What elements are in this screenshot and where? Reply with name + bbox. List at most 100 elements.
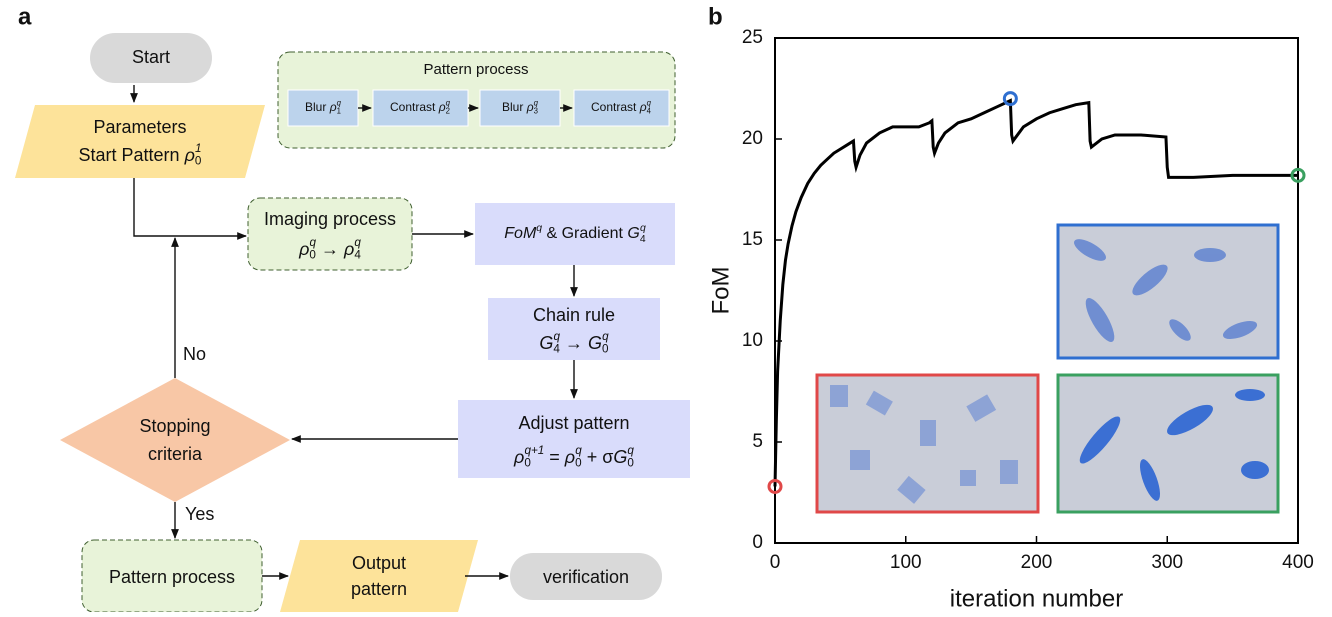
step-text: Blur ρ1q [305,99,342,116]
math-base: ρ [526,100,534,114]
y-tick-label: 20 [742,128,763,149]
math-sub: 0 [602,342,609,355]
math-base: G [588,333,602,353]
math-sup: q [640,223,646,234]
step-text: Contrast ρ2q [390,99,451,116]
y-axis-label: FoM [707,267,734,315]
highlight-point [767,478,783,494]
math-sub: 0 [575,456,582,469]
insets [815,223,1280,514]
math-sup: q [575,444,582,457]
math-base: ρ [513,447,524,467]
x-tick-label: 0 [770,552,781,573]
adjust-node [458,400,690,478]
math-text: → [316,239,344,259]
math-base: FoM [504,225,537,242]
math-text: + σ [582,447,614,467]
math-sub: 4 [640,234,646,245]
math-base: ρ [438,100,446,114]
math-base: G [627,225,639,242]
math-base: ρ [298,239,309,259]
stopping-node [60,378,290,502]
math-base: G [539,333,553,353]
math-sup: q [309,236,316,249]
panel-label: b [708,3,723,30]
step-text: Contrast ρ4q [591,99,652,116]
start-text: Start [132,47,170,67]
chain-text: Chain rule [533,305,615,325]
math-text: & Gradient [542,225,627,242]
pattern-process-text: Pattern process [109,567,235,587]
y-tick-label: 15 [742,229,763,250]
math-sub: 0 [309,248,316,261]
flowchart: Start Parameters Start Pattern ρ01 Patte… [15,33,690,613]
imaging-text: Imaging process [264,209,396,229]
highlight-point [1002,91,1018,107]
math-sup: q [536,223,542,234]
math-text: = [544,447,565,467]
math-sub: 0 [627,456,634,469]
inset-pattern [1074,239,1258,343]
pattern-process-node [81,539,263,613]
math-sub: 4 [647,107,652,116]
math-text: Contrast [591,100,640,114]
math-sub: 1 [337,107,341,116]
y-tick-label: 5 [752,431,763,452]
step-box [573,89,670,127]
math-sub: 3 [534,107,538,116]
no-label: No [183,344,206,364]
parameters-text: Parameters [93,117,186,137]
x-tick-label: 200 [1021,552,1053,573]
x-tick-label: 400 [1282,552,1314,573]
output-node [280,540,478,612]
y-tick-label: 10 [742,330,763,351]
imaging-math: ρ0q → ρ4q [298,236,361,261]
math-sup: q [647,99,652,108]
pattern-process-title: Pattern process [423,61,528,78]
start-node [90,33,212,83]
x-tick-label: 100 [890,552,922,573]
math-sub: 4 [354,248,361,261]
x-tick-label: 300 [1151,552,1183,573]
chain-math: G4q → G0q [539,330,609,355]
parameters-node [15,105,265,178]
math-sup: q [534,99,539,108]
verification-text: verification [543,567,629,587]
fom-node [475,203,675,265]
math-sub: 4 [553,342,560,355]
math-sub: 0 [195,154,202,167]
inset-pattern [830,385,1018,504]
yes-label: Yes [185,504,214,524]
math-text: Blur [502,100,527,114]
math-base: ρ [639,100,647,114]
parameters-math: Start Pattern ρ01 [79,142,202,167]
math-base: ρ [184,145,195,165]
imaging-node [247,197,413,271]
highlight-point [1290,167,1306,183]
math-sup: 1 [195,142,202,155]
stopping-text: criteria [148,444,203,464]
math-sup: q [354,236,361,249]
math-sub: 0 [524,456,531,469]
math-text: → [560,333,588,353]
math-sup: q [627,444,634,457]
inset-pattern [1079,389,1269,501]
math-sup: q [337,99,342,108]
x-axis-label: iteration number [950,585,1123,612]
math-base: ρ [564,447,575,467]
math-sub: 2 [446,107,450,116]
math-base: G [613,447,627,467]
adjust-text: Adjust pattern [518,413,629,433]
math-sup: q [553,330,560,343]
math-sup: q [602,330,609,343]
adjust-math: ρ0q+1 = ρ0q + σG0q [513,444,634,469]
chain-node [488,298,660,360]
math-sup: q+1 [524,444,544,457]
math-base: ρ [343,239,354,259]
math-text: Blur [305,100,330,114]
fom-text: FoMq & Gradient G4q [504,223,646,245]
math-text: Start Pattern [79,145,185,165]
panel-label: a [18,3,32,30]
math-base: ρ [329,100,337,114]
